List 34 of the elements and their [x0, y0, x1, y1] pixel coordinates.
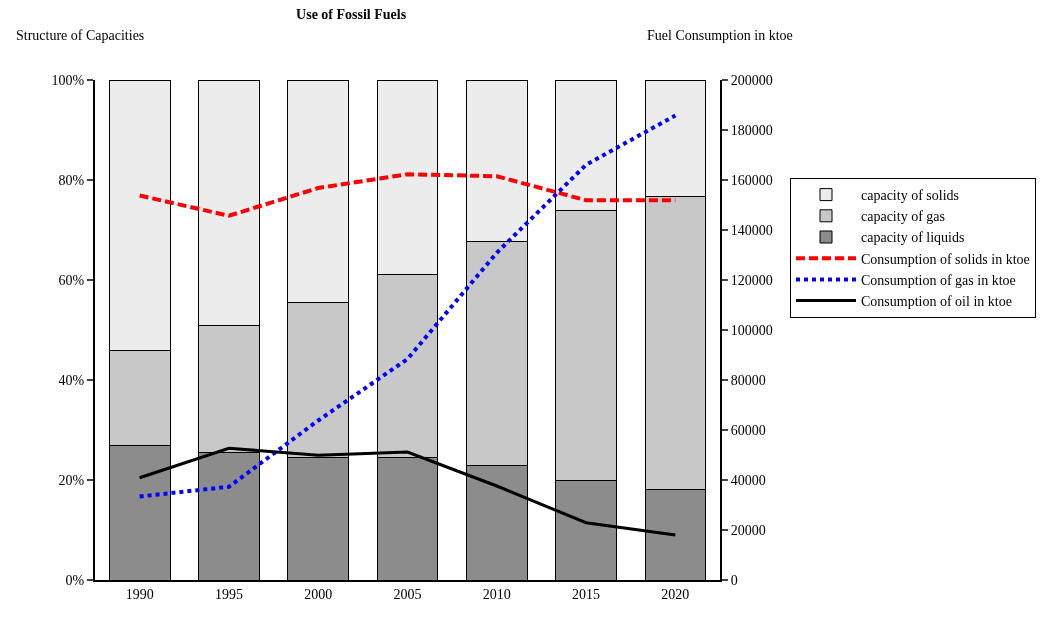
y-tick-label: 0%	[65, 572, 85, 588]
y-tick-label: 20%	[58, 472, 85, 488]
y2-tick-label: 20000	[730, 522, 766, 538]
legend-label: capacity of liquids	[861, 230, 965, 246]
legend-label: Consumption of solids in ktoe	[861, 251, 1030, 267]
y2-axis-title: Fuel Consumption in ktoe	[647, 28, 793, 43]
chart-title: Use of Fossil Fuels	[296, 7, 407, 23]
legend-label: capacity of gas	[861, 209, 945, 225]
x-tick-label: 1995	[214, 586, 243, 602]
y-tick-label: 60%	[58, 272, 85, 288]
y2-tick-label: 180000	[730, 122, 773, 138]
y2-tick-label: 80000	[730, 372, 766, 388]
y-tick-label: 80%	[58, 172, 85, 188]
y2-tick-label: 200000	[730, 72, 773, 88]
y2-tick-label: 120000	[730, 272, 773, 288]
x-tick-label: 1990	[125, 586, 154, 602]
x-tick-label: 2000	[304, 586, 333, 602]
y-axis-title: Structure of Capacities	[16, 28, 145, 43]
y2-tick-label: 140000	[730, 222, 773, 238]
x-tick-label: 2005	[393, 586, 422, 602]
x-tick-label: 2015	[572, 586, 601, 602]
y2-tick-label: 160000	[730, 172, 773, 188]
y-tick-label: 40%	[58, 372, 85, 388]
y-tick-label: 100%	[51, 72, 85, 88]
y2-tick-label: 60000	[730, 422, 766, 438]
line-series	[137, 113, 678, 499]
x-tick-label: 2010	[482, 586, 511, 602]
legend-label: Consumption of oil in ktoe	[861, 294, 1012, 310]
legend-label: capacity of solids	[861, 188, 959, 204]
x-tick-label: 2020	[661, 586, 690, 602]
y2-tick-label: 40000	[730, 472, 766, 488]
y2-tick-label: 100000	[730, 322, 773, 338]
y2-tick-label: 0	[730, 572, 738, 588]
legend-label: Consumption of gas in ktoe	[861, 272, 1016, 288]
